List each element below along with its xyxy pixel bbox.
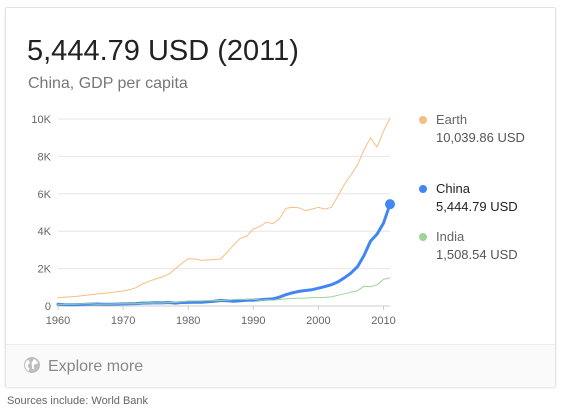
x-tick-label: 1980: [176, 315, 200, 327]
legend-name: India: [436, 229, 465, 244]
headline-value: 5,444.79 USD (2011): [27, 35, 299, 67]
y-tick-label: 0: [45, 301, 51, 313]
gdp-line-chart: 0 2K 4K 6K 8K 10K 1960 1970 1980 1990 2000 2010: [31, 114, 395, 327]
knowledge-card: 5,444.79 USD (2011) China, GDP per capit…: [5, 7, 556, 387]
card-footer: Explore more: [6, 345, 555, 387]
sources-note: Sources include: World Bank: [7, 395, 149, 407]
series-line-india: [57, 277, 391, 305]
x-tick-label: 1960: [46, 315, 70, 327]
explore-more-button[interactable]: Explore more: [23, 356, 144, 379]
y-tick-label: 2K: [38, 264, 52, 276]
legend-dot: [419, 185, 427, 193]
y-tick-label: 10K: [31, 114, 51, 126]
series-line-earth: [57, 117, 391, 299]
legend-name: China: [436, 181, 470, 196]
legend-value: 1,508.54 USD: [436, 247, 518, 262]
globe-icon: [23, 356, 41, 379]
x-tick-label: 2000: [306, 315, 330, 327]
legend-value: 10,039.86 USD: [436, 130, 525, 145]
legend-dot: [419, 116, 427, 124]
footer-divider: [6, 344, 555, 345]
legend-value: 5,444.79 USD: [436, 199, 518, 214]
x-tick-label: 2010: [371, 315, 395, 327]
y-tick-label: 6K: [38, 189, 52, 201]
series-line-china: [56, 202, 392, 307]
explore-more-label: Explore more: [48, 358, 144, 375]
x-tick-label: 1990: [241, 315, 265, 327]
y-tick-label: 8K: [38, 151, 52, 163]
legend-dot: [419, 233, 427, 241]
x-tick-label: 1970: [111, 315, 135, 327]
series-end-point-china: [385, 199, 395, 210]
y-tick-label: 4K: [38, 226, 52, 238]
chart-subtitle: China, GDP per capita: [28, 75, 188, 92]
legend-name: Earth: [436, 112, 468, 127]
